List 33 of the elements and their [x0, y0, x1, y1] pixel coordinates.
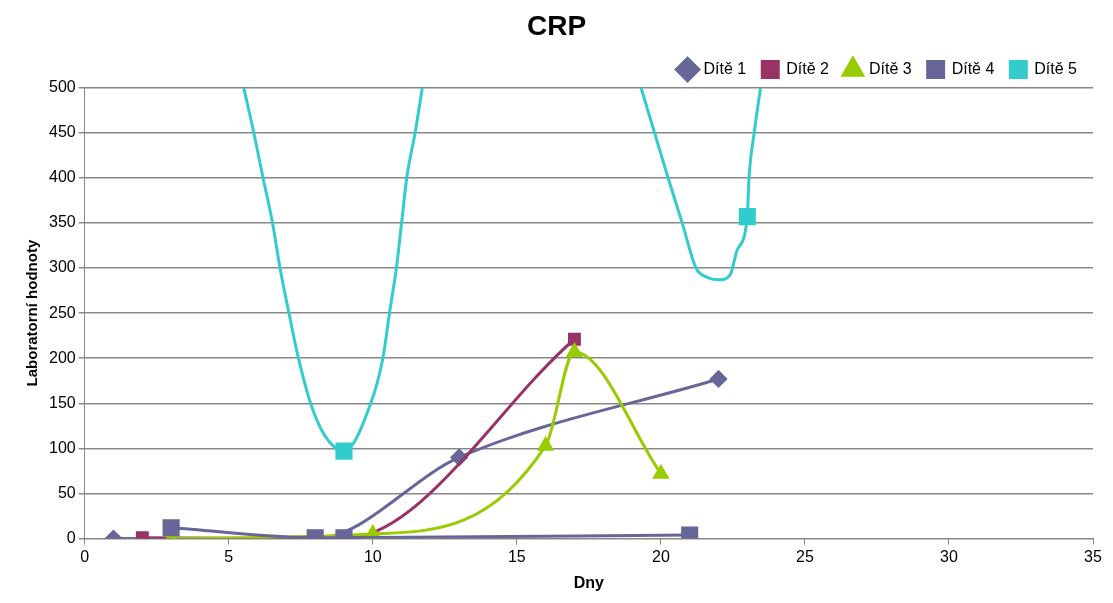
x-tick-label: 20: [651, 547, 670, 565]
y-tick-label: 450: [48, 123, 76, 141]
x-tick-label: 0: [80, 547, 90, 565]
x-axis-title: Dny: [573, 573, 605, 591]
legend-label: Dítě 5: [1034, 60, 1078, 78]
x-tick-label: 15: [507, 547, 526, 565]
y-tick-label: 100: [48, 438, 76, 456]
point: [538, 437, 554, 451]
point: [567, 332, 581, 346]
y-tick-label: 0: [66, 529, 76, 547]
legend-label: Dítě 2: [786, 60, 830, 78]
legend-label: Dítě 1: [703, 60, 747, 78]
y-tick-label: 50: [57, 483, 76, 501]
point: [709, 370, 727, 388]
y-tick-label: 350: [48, 213, 76, 231]
y-axis-title: Laboratorní hodnoty: [23, 239, 41, 387]
line-series: [639, 87, 763, 282]
x-tick-label: 10: [363, 547, 382, 565]
y-tick-label: 250: [48, 303, 76, 321]
y-tick-label: 400: [48, 168, 76, 186]
x-tick-label: 30: [940, 547, 958, 565]
legend-label: Dítě 4: [951, 60, 995, 78]
y-tick-label: 500: [48, 78, 76, 96]
x-tick-label: 35: [1084, 547, 1102, 565]
y-tick-label: 150: [48, 393, 76, 411]
x-tick-label: 25: [796, 547, 814, 565]
y-tick-label: 300: [48, 258, 76, 276]
y-tick-label: 200: [48, 348, 76, 366]
point: [566, 343, 583, 357]
legend-label: Dítě 3: [868, 60, 912, 78]
x-tick-label: 5: [224, 547, 234, 565]
chart-title: CRP: [526, 9, 587, 41]
point: [653, 465, 669, 479]
